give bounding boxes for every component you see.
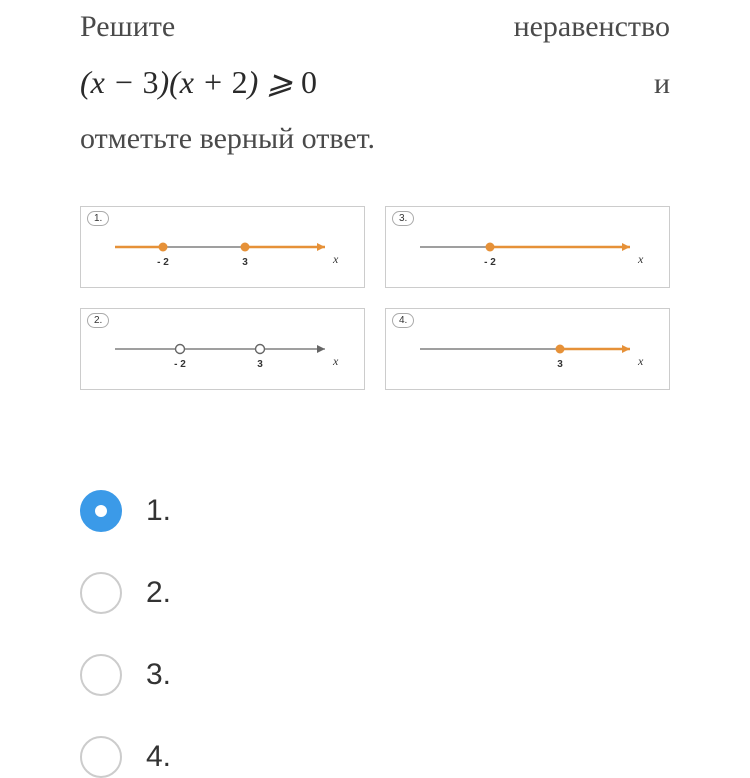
graph-badge-2: 2. [87,313,109,328]
option-label-3: 3. [146,658,171,692]
option-label-4: 4. [146,740,171,774]
graph-card-1: 1. - 2 3 x [80,206,365,288]
svg-text:x: x [332,354,339,368]
question-word-1: Решите [80,0,175,54]
graph-badge-1: 1. [87,211,109,226]
math-expression: (x − 3)(x + 2) ⩾ 0 [80,54,317,112]
graph-card-4: 4. 3 x [385,308,670,390]
graph-card-3: 3. - 2 x [385,206,670,288]
svg-text:x: x [637,354,644,368]
radio-inner-icon [95,505,107,517]
graph-badge-3: 3. [392,211,414,226]
graph-svg-3: - 2 x [390,211,665,283]
option-row-1[interactable]: 1. [80,490,670,532]
option-row-4[interactable]: 4. [80,736,670,778]
radio-button-2[interactable] [80,572,122,614]
graph-badge-4: 4. [392,313,414,328]
option-label-2: 2. [146,576,171,610]
svg-text:- 2: - 2 [174,359,186,370]
question-word-3: и [654,57,670,111]
radio-button-3[interactable] [80,654,122,696]
svg-text:x: x [637,252,644,266]
graphs-grid: 1. - 2 3 x 3. - 2 x 2. [80,206,670,390]
radio-button-1[interactable] [80,490,122,532]
question-line-3: отметьте верный ответ. [80,112,670,166]
graph-svg-2: - 2 3 x [85,313,360,385]
graph-svg-4: 3 x [390,313,665,385]
svg-text:x: x [332,252,339,266]
option-row-2[interactable]: 2. [80,572,670,614]
option-label-1: 1. [146,494,171,528]
svg-text:3: 3 [557,359,563,370]
graph-svg-1: - 2 3 x [85,211,360,283]
question-text: Решите неравенство (x − 3)(x + 2) ⩾ 0 и … [80,0,670,166]
options-list: 1. 2. 3. 4. [80,490,670,778]
svg-text:- 2: - 2 [484,257,496,268]
radio-button-4[interactable] [80,736,122,778]
question-word-2: неравенство [514,0,670,54]
svg-text:3: 3 [242,257,248,268]
svg-text:3: 3 [257,359,263,370]
graph-card-2: 2. - 2 3 x [80,308,365,390]
svg-text:- 2: - 2 [157,257,169,268]
option-row-3[interactable]: 3. [80,654,670,696]
